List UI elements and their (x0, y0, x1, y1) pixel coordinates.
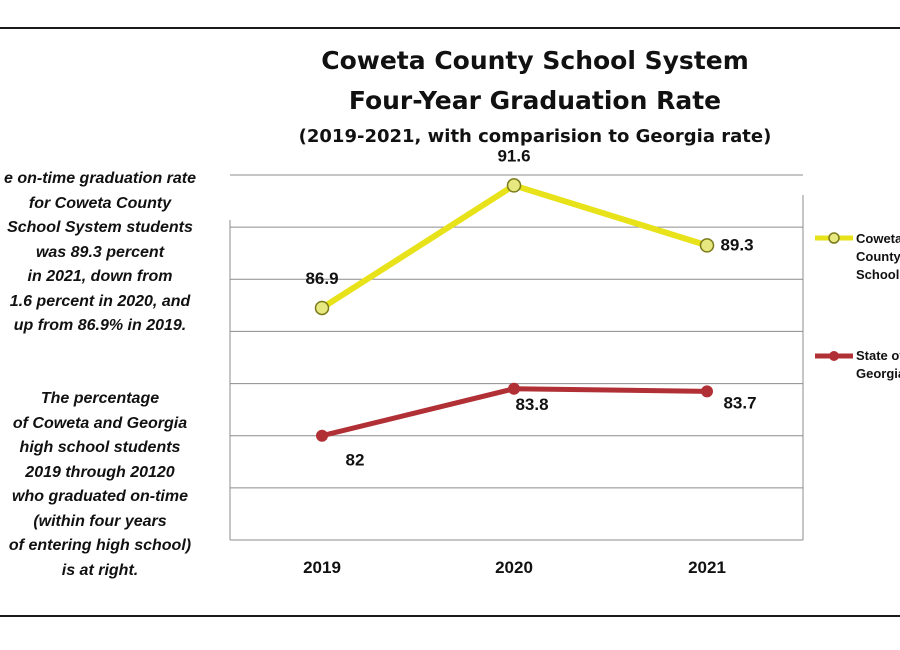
data-label: 89.3 (720, 235, 753, 254)
data-label: 83.8 (515, 395, 548, 414)
data-label: 91.6 (497, 146, 530, 165)
note-top-line: up from 86.9% in 2019. (13, 317, 187, 334)
x-tick-label: 2019 (303, 558, 341, 577)
data-point (506, 178, 522, 193)
data-point (701, 385, 713, 398)
data-point (699, 238, 715, 253)
note-top-line: School System students (7, 219, 193, 236)
note-top-line: e on-time graduation rate (3, 170, 197, 187)
figure-frame (0, 27, 900, 617)
note-top-line: 1.6 percent in 2020, and (9, 292, 191, 310)
legend-label-line: State of (856, 348, 900, 363)
data-point (316, 429, 328, 442)
note-top: e on-time graduation rate for Coweta Cou… (0, 167, 250, 339)
legend-label-line: Coweta (856, 231, 900, 246)
data-point (508, 382, 520, 395)
legend-label-coweta: Coweta County Schools (856, 230, 900, 284)
legend-label-georgia: State of Georgia (856, 347, 900, 383)
legend-label-line: Schools (856, 267, 900, 282)
x-tick-label: 2021 (688, 558, 726, 577)
note-bottom-line: of entering high school) (8, 537, 192, 554)
note-bottom-line: (within four years (33, 512, 167, 530)
note-bottom-line: of Coweta and Georgia (12, 414, 188, 432)
chart-title-line-1: Coweta County School System (321, 46, 749, 75)
data-label: 86.9 (305, 269, 338, 288)
x-tick-label: 2020 (495, 558, 533, 577)
note-bottom-line: who graduated on-time (12, 488, 188, 505)
note-bottom: The percentage of Coweta and Georgia hig… (0, 387, 250, 583)
data-point (314, 300, 330, 316)
note-top-line: in 2021, down from (27, 268, 173, 285)
legend-marker-coweta (828, 232, 840, 244)
chart-subtitle: (2019-2021, with comparision to Georgia … (298, 126, 772, 147)
legend-marker-georgia (829, 351, 839, 361)
series-line (319, 182, 710, 311)
chart-title-line-2: Four-Year Graduation Rate (348, 86, 722, 115)
legend-label-line: Georgia (856, 366, 900, 381)
legend-label-line: County (856, 249, 900, 264)
note-bottom-line: is at right. (61, 561, 139, 579)
data-label: 83.7 (723, 393, 756, 412)
note-top-line: was 89.3 percent (35, 243, 165, 261)
note-top-line: for Coweta County (28, 194, 172, 212)
note-bottom-line: The percentage (40, 390, 160, 407)
note-bottom-line: 2019 through 20120 (25, 463, 175, 481)
data-label: 82 (346, 451, 365, 470)
note-bottom-line: high school students (19, 439, 181, 456)
